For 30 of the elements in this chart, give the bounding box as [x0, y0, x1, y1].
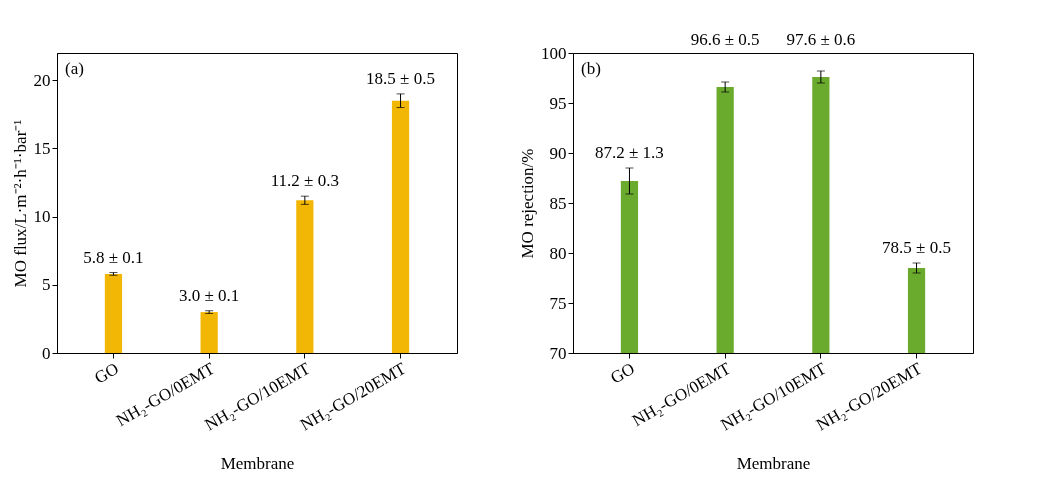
- data-label: 96.6 ± 0.5: [690, 30, 760, 49]
- x-axis-title: Membrane: [220, 453, 295, 473]
- data-label: 87.2 ± 1.3: [595, 143, 664, 162]
- y-axis-title: MO flux/L·m⁻²·h⁻¹·bar⁻¹: [10, 119, 30, 288]
- data-label: 97.6 ± 0.6: [786, 30, 856, 49]
- data-label: 18.5 ± 0.5: [366, 68, 435, 88]
- y-tick-label: 75: [549, 293, 567, 313]
- y-tick-label: 10: [33, 207, 51, 227]
- bar: [296, 200, 314, 353]
- bar: [391, 100, 410, 353]
- y-tick-label: 100: [541, 43, 567, 63]
- annotation: (b): [581, 59, 601, 78]
- y-tick-label: 90: [549, 143, 567, 163]
- data-label: 78.5 ± 0.5: [882, 238, 951, 257]
- y-axis-title: MO rejection/%: [518, 148, 537, 259]
- data-label: 11.2 ± 0.3: [270, 171, 339, 191]
- data-label: 3.0 ± 0.1: [178, 285, 240, 305]
- y-tick-label: 80: [549, 243, 567, 263]
- y-tick-label: 95: [549, 93, 567, 113]
- bar: [200, 312, 218, 353]
- y-tick-label: 20: [33, 70, 51, 90]
- y-tick-label: 0: [42, 343, 51, 363]
- y-tick-label: 85: [549, 193, 567, 213]
- y-tick-label: 70: [549, 343, 567, 363]
- annotation: (a): [65, 59, 84, 78]
- y-tick-label: 5: [42, 275, 51, 295]
- data-label: 5.8 ± 0.1: [83, 247, 144, 267]
- x-axis-title: Membrane: [736, 453, 811, 473]
- bar: [104, 273, 123, 353]
- y-tick-label: 15: [33, 138, 51, 158]
